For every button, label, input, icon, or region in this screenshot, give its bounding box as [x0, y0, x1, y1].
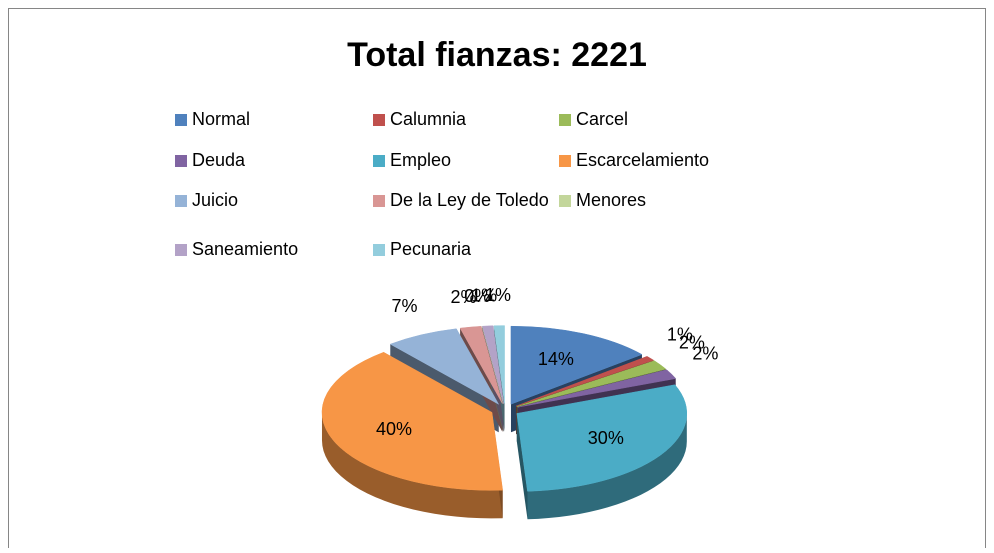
pie-slice	[516, 384, 688, 492]
legend-label: Menores	[576, 190, 646, 210]
pie-slice	[493, 325, 505, 404]
data-label: 30%	[588, 428, 624, 448]
legend-swatch	[373, 114, 385, 126]
pie-slice	[516, 360, 667, 407]
data-label: 14%	[538, 349, 574, 369]
legend-swatch	[559, 114, 571, 126]
data-label: 1%	[667, 324, 693, 344]
data-label: 2%	[692, 343, 718, 363]
pie-slice	[515, 356, 655, 407]
pie-slice-side	[527, 413, 687, 520]
legend-swatch	[559, 195, 571, 207]
pie-slice	[459, 326, 503, 404]
pie-slice-side	[321, 412, 503, 519]
data-label: 7%	[391, 296, 417, 316]
pie-slice	[389, 328, 500, 405]
legend-label: Juicio	[192, 190, 238, 210]
legend-label: Empleo	[390, 150, 451, 170]
legend-label: Pecunaria	[390, 239, 472, 259]
data-label: 1%	[471, 286, 497, 306]
legend-swatch	[373, 244, 385, 256]
legend-label: Carcel	[576, 109, 628, 129]
pie-slice-edge	[516, 413, 528, 520]
legend-label: Escarcelamiento	[576, 150, 709, 170]
pie-tops	[321, 325, 688, 492]
legend-label: Saneamiento	[192, 239, 298, 259]
legend-swatch	[175, 155, 187, 167]
legend-swatch	[373, 195, 385, 207]
legend-swatch	[175, 114, 187, 126]
data-label: 0%	[464, 286, 490, 306]
legend-label: Deuda	[192, 150, 246, 170]
legend-swatch	[175, 195, 187, 207]
legend-swatch	[175, 244, 187, 256]
pie-labels: 14%1%2%2%30%40%7% 2%0%1%1%	[376, 285, 718, 448]
data-label: 40%	[376, 419, 412, 439]
legend-label: Normal	[192, 109, 250, 129]
pie-slice	[510, 325, 643, 405]
legend-swatch	[373, 155, 385, 167]
data-label: 1%	[485, 285, 511, 305]
data-label: 2%	[451, 287, 477, 307]
pie-slice	[517, 369, 677, 408]
pie-slice	[321, 351, 503, 491]
pie-slice	[481, 326, 504, 404]
legend-label: De la Ley de Toledo	[390, 190, 549, 210]
legend-swatch	[559, 155, 571, 167]
pie-slice	[482, 325, 504, 404]
data-label: 2%	[679, 332, 705, 352]
legend-label: Calumnia	[390, 109, 467, 129]
chart-title: Total fianzas: 2221	[347, 36, 647, 74]
